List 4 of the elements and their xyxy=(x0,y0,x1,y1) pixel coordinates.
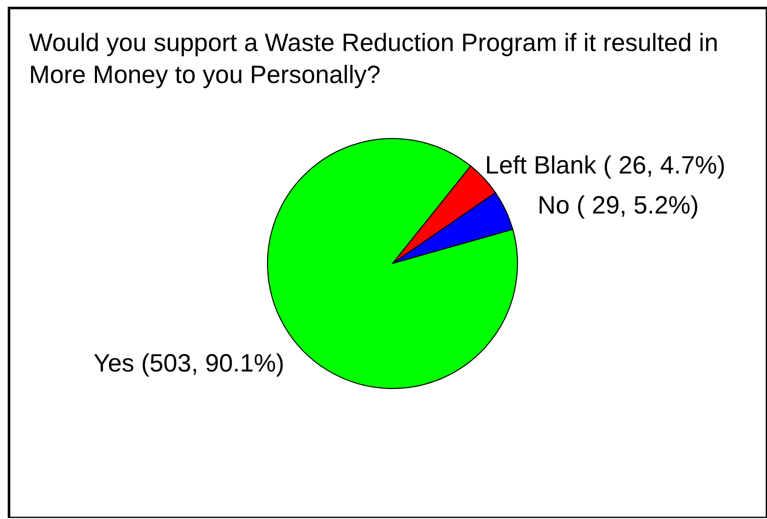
slice-label: Left Blank ( 26, 4.7%) xyxy=(485,151,726,180)
chart-title: Would you support a Waste Reduction Program if it resulted in More Money to you Personally? xyxy=(29,29,718,89)
slice-label: Yes (503, 90.1%) xyxy=(93,350,284,378)
slice-label: No ( 29, 5.2%) xyxy=(538,191,699,220)
